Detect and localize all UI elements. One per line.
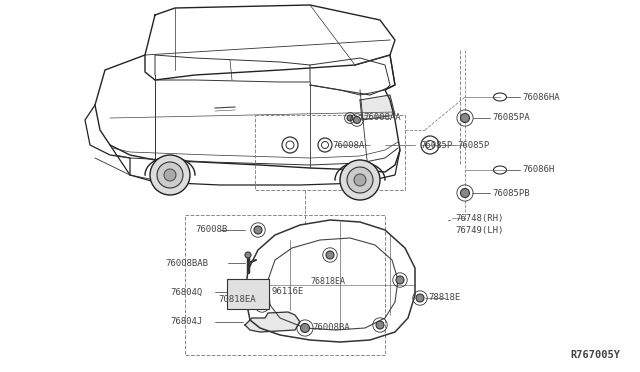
Circle shape xyxy=(258,301,266,309)
Circle shape xyxy=(254,226,262,234)
Text: 78818E: 78818E xyxy=(428,294,460,302)
Text: 76804J: 76804J xyxy=(170,317,202,327)
Text: 76008BA: 76008BA xyxy=(312,324,349,333)
Text: 76086HA: 76086HA xyxy=(522,93,559,102)
Circle shape xyxy=(157,162,183,188)
Circle shape xyxy=(326,251,334,259)
Circle shape xyxy=(461,113,470,122)
Text: 76008A: 76008A xyxy=(332,141,364,150)
Circle shape xyxy=(245,252,251,258)
Text: 70818EA: 70818EA xyxy=(218,295,255,305)
Circle shape xyxy=(301,324,310,333)
Polygon shape xyxy=(245,312,300,332)
Circle shape xyxy=(347,167,373,193)
Circle shape xyxy=(376,321,384,329)
Circle shape xyxy=(164,169,176,181)
Text: 76008AA: 76008AA xyxy=(363,113,401,122)
Text: 76085PA: 76085PA xyxy=(492,113,530,122)
Circle shape xyxy=(340,160,380,200)
Text: 76086H: 76086H xyxy=(522,166,554,174)
Circle shape xyxy=(150,155,190,195)
Text: 76008B: 76008B xyxy=(195,225,227,234)
Text: 76085P: 76085P xyxy=(420,141,452,150)
Text: 76085PB: 76085PB xyxy=(492,189,530,198)
Text: 96116E: 96116E xyxy=(272,288,304,296)
Bar xyxy=(185,215,385,355)
Circle shape xyxy=(396,276,404,284)
Text: 76818EA: 76818EA xyxy=(310,278,345,286)
Circle shape xyxy=(416,294,424,302)
Circle shape xyxy=(353,116,360,124)
FancyBboxPatch shape xyxy=(227,279,269,309)
Circle shape xyxy=(347,115,353,121)
Bar xyxy=(255,115,405,190)
Text: 76804Q: 76804Q xyxy=(170,288,202,296)
Circle shape xyxy=(354,174,366,186)
Polygon shape xyxy=(360,95,395,120)
Text: R767005Y: R767005Y xyxy=(570,350,620,360)
Circle shape xyxy=(461,189,470,198)
Text: 76749(LH): 76749(LH) xyxy=(455,225,504,234)
Text: 76748(RH): 76748(RH) xyxy=(455,214,504,222)
Text: 76085P: 76085P xyxy=(457,141,489,150)
Text: 76008BAB: 76008BAB xyxy=(165,259,208,267)
